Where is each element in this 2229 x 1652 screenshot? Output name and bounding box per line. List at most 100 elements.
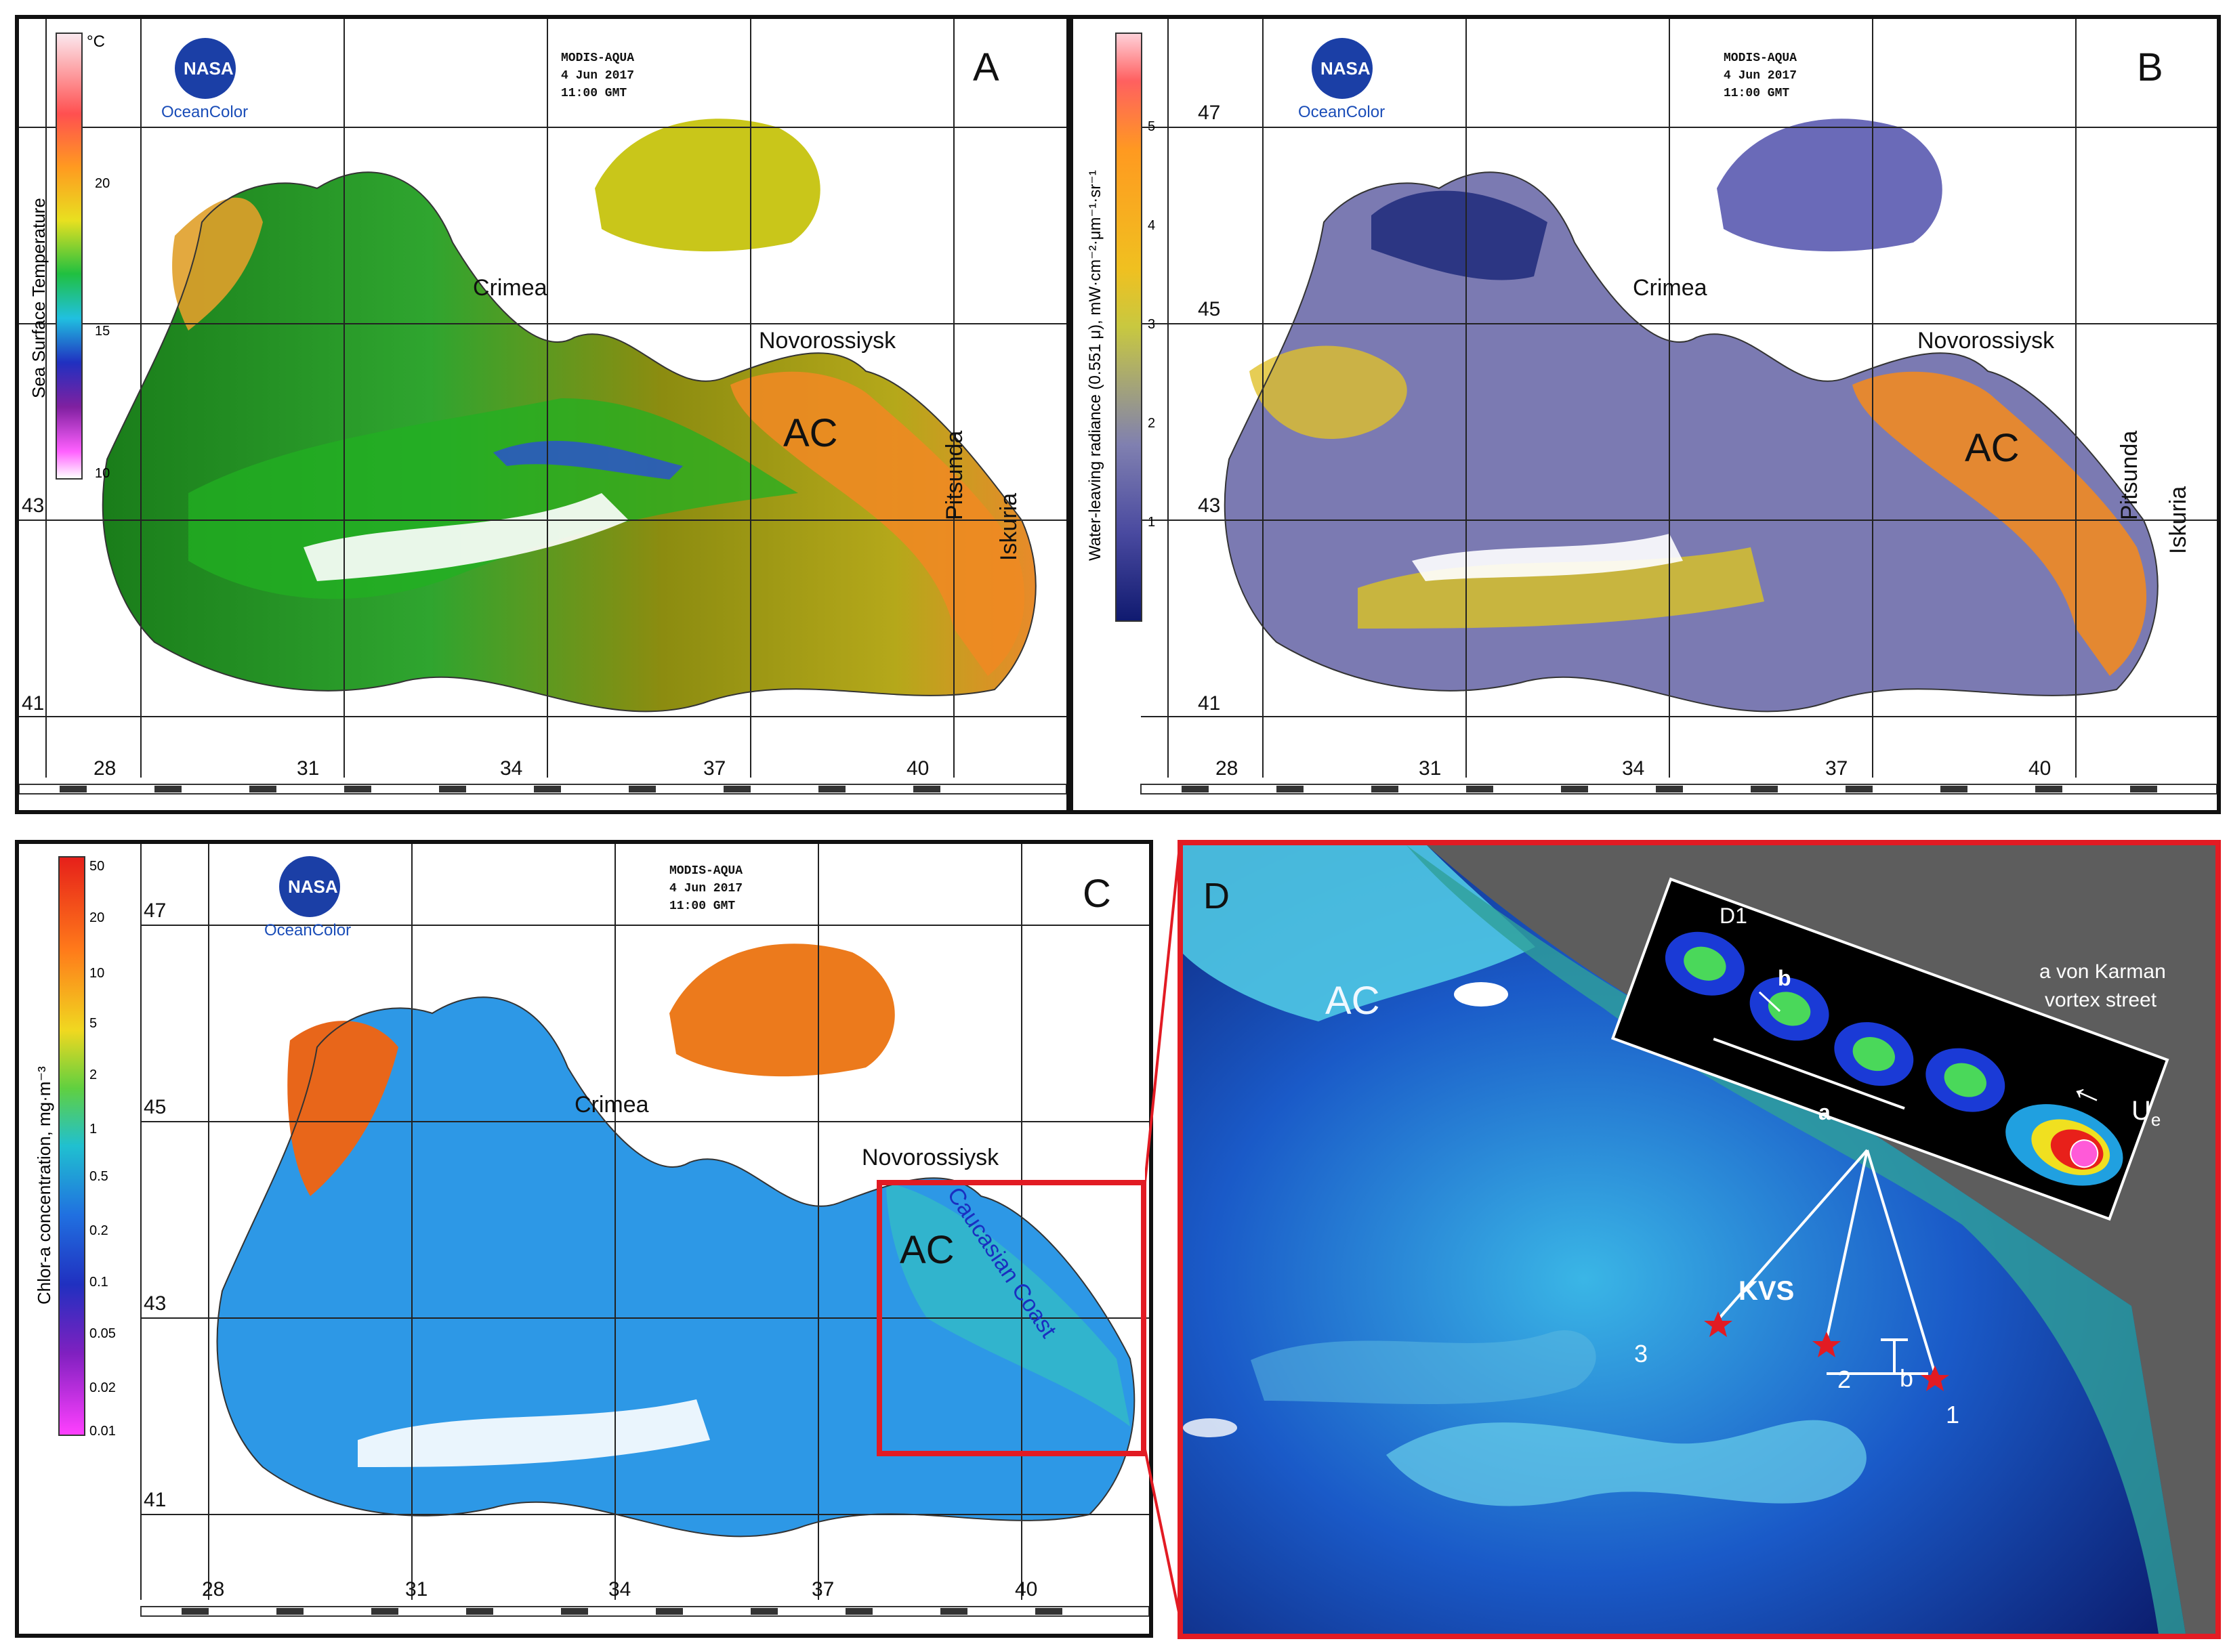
lat-41: 41 [144, 1489, 167, 1511]
panel-c-chlorophyll-map: Chlor-a concentration, mg·m⁻³ 50 20 10 5… [15, 840, 1153, 1638]
lat-45: 45 [1198, 298, 1221, 320]
chl-tick-0-02: 0.02 [89, 1380, 116, 1395]
lon-28: 28 [202, 1578, 225, 1601]
flow-symbol: U [2131, 1096, 2151, 1126]
sst-colorbar [56, 33, 83, 480]
lat-43: 43 [1198, 494, 1221, 517]
oceancolor-caption: OceanColor [1298, 103, 1386, 121]
chlorophyll-colorbar-title: Chlor-a concentration, mg·m⁻³ [34, 1066, 54, 1305]
nasa-logo-text: NASA [184, 58, 234, 79]
place-novorossiysk: Novorossiysk [1917, 328, 2055, 354]
zoom-connector-lines [1145, 853, 1180, 1613]
radiance-colorbar-title: Water-leaving radiance (0.551 μ), mW·cm⁻… [1086, 170, 1104, 561]
place-iskuria: Iskuria [2165, 486, 2191, 554]
oceancolor-caption: OceanColor [161, 103, 249, 121]
chlorophyll-map-graphic [140, 844, 1149, 1617]
panel-letter-d: D [1203, 876, 1230, 916]
star-markers [1704, 1311, 1949, 1391]
label-ac: AC [783, 411, 838, 455]
panel-a-sst-map: Sea Surface Temperature °C 20 15 10 NASA… [15, 15, 1070, 814]
place-pitsunda: Pitsunda [2117, 430, 2142, 520]
panel-b-radiance-map: Water-leaving radiance (0.551 μ), mW·cm⁻… [1069, 15, 2221, 814]
header-line-2: 4 Jun 2017 [561, 69, 635, 83]
sst-tick-10: 10 [95, 466, 110, 481]
nasa-logo-icon [175, 38, 236, 99]
place-novorossiysk: Novorossiysk [862, 1145, 999, 1170]
lon-40: 40 [1015, 1578, 1038, 1601]
sst-tick-20: 20 [95, 176, 110, 191]
place-iskuria: Iskuria [996, 492, 1022, 561]
header-line-1: MODIS-AQUA [669, 864, 743, 878]
panel-d-zoom-image: D AC KVS D1 a b a von Karman vortex stre… [1178, 840, 2221, 1639]
flow-subscript: e [2150, 1109, 2161, 1130]
lat-43: 43 [22, 494, 45, 517]
caption-von-karman-1: a von Karman [2039, 960, 2166, 983]
caption-von-karman-2: vortex street [2045, 989, 2157, 1011]
radiance-colorbar [1115, 33, 1142, 622]
lon-31: 31 [297, 757, 320, 780]
azov-sea [595, 119, 820, 252]
sst-map-graphic [19, 19, 1066, 795]
sea-area [217, 997, 1135, 1537]
chl-tick-2: 2 [89, 1067, 98, 1082]
star-label-1: 1 [1946, 1401, 1960, 1428]
chl-tick-20: 20 [89, 910, 105, 925]
header-line-1: MODIS-AQUA [561, 51, 635, 65]
zoom-satellite-graphic [1183, 845, 2186, 1634]
lon-28: 28 [93, 757, 117, 780]
nasa-logo-text: NASA [1320, 58, 1371, 79]
lat-47: 47 [144, 899, 167, 922]
sst-tick-15: 15 [95, 324, 110, 339]
lon-37: 37 [812, 1578, 835, 1601]
chl-tick-10: 10 [89, 966, 105, 981]
chl-tick-50: 50 [89, 859, 105, 874]
radiance-tick-3: 3 [1148, 317, 1156, 332]
chl-tick-0-05: 0.05 [89, 1326, 116, 1341]
azov-sea [1717, 119, 1942, 252]
lat-41: 41 [1198, 692, 1221, 715]
lon-28: 28 [1215, 757, 1238, 780]
header-line-3: 11:00 GMT [669, 899, 736, 913]
chl-tick-0-01: 0.01 [89, 1424, 116, 1439]
lat-47: 47 [1198, 102, 1221, 124]
place-pitsunda: Pitsunda [942, 430, 967, 520]
label-ac: AC [900, 1228, 955, 1272]
star-label-3: 3 [1634, 1340, 1648, 1368]
sst-colorbar-title: Sea Surface Temperature [28, 198, 49, 398]
header-line-2: 4 Jun 2017 [669, 882, 743, 895]
nasa-logo-text: NASA [288, 876, 338, 897]
b-distance-label: b [1900, 1364, 1914, 1392]
nasa-logo-icon [279, 856, 340, 917]
radiance-map-graphic [1140, 19, 2217, 795]
radiance-tick-1: 1 [1148, 515, 1156, 530]
lon-34: 34 [500, 757, 523, 780]
label-ac: AC [1325, 979, 1380, 1023]
inset-label-d1: D1 [1720, 904, 1747, 928]
inset-label-a: a [1818, 1100, 1831, 1124]
place-crimea: Crimea [473, 275, 547, 301]
chl-tick-0-5: 0.5 [89, 1169, 108, 1184]
place-novorossiysk: Novorossiysk [759, 328, 896, 354]
label-ac: AC [1965, 426, 2020, 470]
place-crimea: Crimea [1633, 275, 1707, 301]
lon-31: 31 [1419, 757, 1442, 780]
lon-31: 31 [405, 1578, 428, 1601]
lat-45: 45 [144, 1096, 167, 1118]
oceancolor-caption: OceanColor [264, 921, 352, 939]
inset-d1-vortex-simulation [1610, 877, 2169, 1221]
radiance-tick-2: 2 [1148, 416, 1156, 431]
azov-sea [669, 944, 895, 1077]
lon-37: 37 [1825, 757, 1848, 780]
star-label-2: 2 [1837, 1365, 1852, 1393]
header-line-1: MODIS-AQUA [1724, 51, 1797, 65]
panel-letter-a: A [973, 45, 999, 89]
chl-tick-5: 5 [89, 1016, 98, 1031]
chlorophyll-colorbar [58, 856, 85, 1436]
western-coast-bloom [287, 1021, 398, 1196]
flow-label: Ue [2131, 1096, 2161, 1130]
lat-41: 41 [22, 692, 45, 715]
place-crimea: Crimea [575, 1092, 649, 1118]
lon-34: 34 [1622, 757, 1645, 780]
header-line-3: 11:00 GMT [1724, 87, 1790, 100]
inset-label-b: b [1778, 966, 1791, 990]
